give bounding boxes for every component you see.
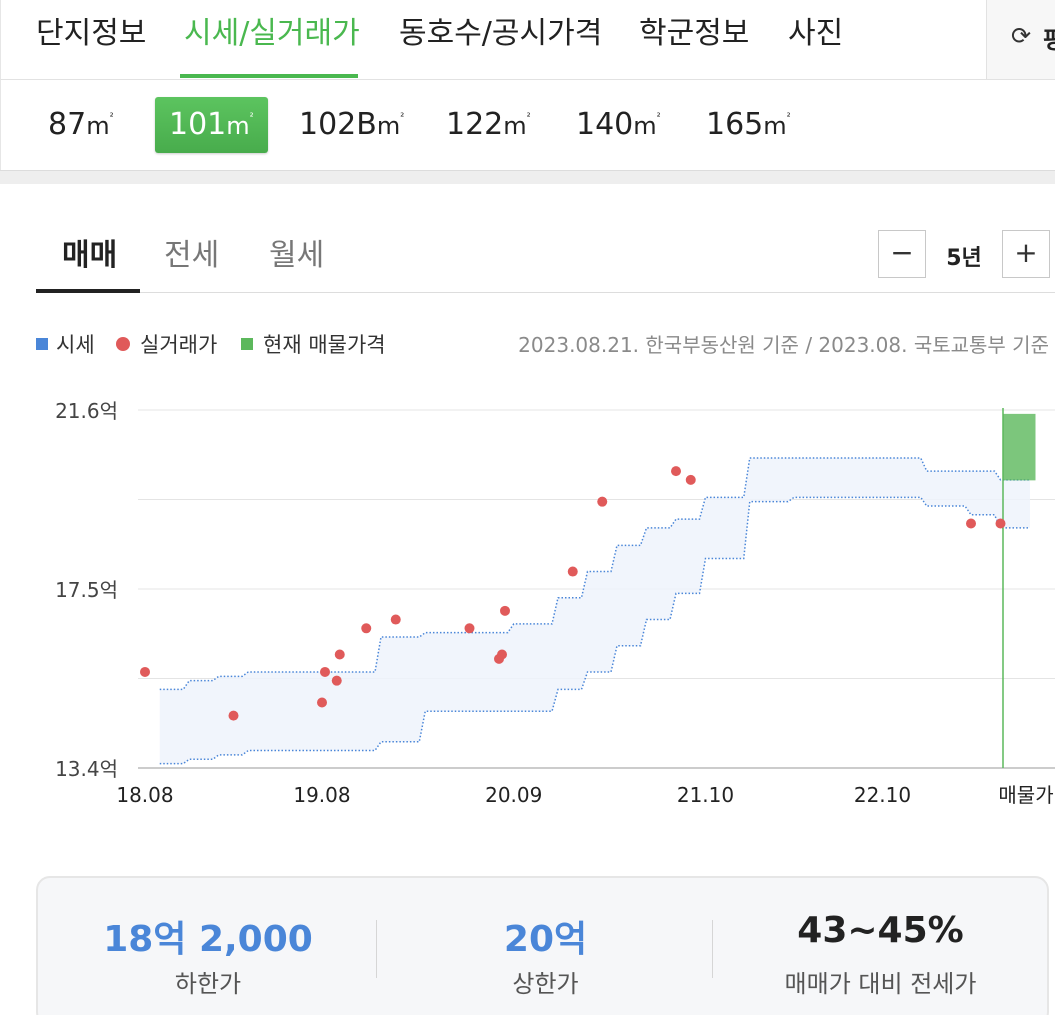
lower-price-value: 18억 2,000 (103, 919, 313, 960)
summary-lower: 18억 2,000 하한가 (38, 878, 378, 1015)
y-tick-label: 13.4억 (55, 757, 118, 781)
tab-price[interactable]: 시세/실거래가 (184, 16, 360, 51)
actual-trade-point (497, 649, 507, 660)
tab-school[interactable]: 학군정보 (639, 16, 750, 51)
area-value: 122 (446, 107, 504, 142)
upper-price-value: 20억 (503, 919, 588, 960)
area-unit: m (633, 112, 657, 140)
area-unit: m (376, 112, 401, 140)
summary-divider (712, 920, 713, 978)
actual-trade-point (140, 666, 150, 677)
area-value: 102B (299, 107, 377, 142)
actual-trade-point (317, 697, 327, 708)
section-divider (0, 170, 1055, 184)
trade-type-tabs: 매매 전세 월세 (36, 196, 1055, 293)
area-122[interactable]: 122m² (446, 107, 531, 142)
area-unit: m (86, 112, 110, 140)
top-tab-bar: 단지정보 시세/실거래가 동호수/공시가격 학군정보 사진 ⟳ 평 (0, 0, 1055, 80)
x-tick-label: 22.10 (854, 783, 911, 807)
jeonse-ratio-label: 매매가 대비 전세가 (784, 970, 977, 998)
listing-price-bar (1002, 413, 1036, 481)
summary-upper: 20억 상한가 (378, 878, 713, 1015)
refresh-icon: ⟳ (1011, 22, 1032, 50)
area-value: 140 (576, 107, 634, 142)
tab-complex-info[interactable]: 단지정보 (36, 16, 147, 51)
area-102b[interactable]: 102Bm² (299, 107, 405, 142)
upper-price-label: 상한가 (512, 970, 579, 998)
trade-tab-indicator (36, 289, 140, 293)
area-value: 87 (48, 107, 87, 142)
area-unit: m (503, 112, 527, 140)
y-tick-label: 21.6억 (55, 399, 118, 423)
unit-toggle-button[interactable]: ⟳ (986, 0, 1055, 79)
x-tick-label: 매물가 (998, 783, 1053, 807)
tab-monthly-rent[interactable]: 월세 (269, 238, 325, 273)
actual-trade-point (390, 614, 401, 625)
summary-ratio: 43~45% 매매가 대비 전세가 (713, 878, 1048, 1015)
legend-market-label: 시세 (56, 333, 95, 357)
legend-trade-label: 실거래가 (140, 333, 218, 357)
x-tick-label: 21.10 (677, 783, 734, 807)
x-tick-label: 20.09 (485, 783, 542, 807)
tab-photo[interactable]: 사진 (788, 16, 844, 51)
area-value: 165 (706, 107, 764, 142)
actual-trade-point (500, 605, 510, 616)
jeonse-ratio-value: 43~45% (797, 910, 964, 951)
actual-trade-point (320, 666, 330, 677)
actual-trade-point (228, 710, 239, 721)
listing-swatch (241, 338, 253, 350)
area-value: 101 (169, 107, 227, 142)
actual-trade-point (995, 518, 1006, 529)
lower-price-label: 하한가 (174, 970, 242, 998)
market-band-area (159, 458, 1030, 764)
tab-jeonse[interactable]: 전세 (164, 238, 220, 273)
legend-listing-label: 현재 매물가격 (263, 333, 386, 357)
tab-sale[interactable]: 매매 (62, 238, 118, 273)
active-tab-indicator (180, 74, 358, 78)
area-87[interactable]: 87m² (48, 107, 114, 142)
actual-trade-point (671, 466, 681, 477)
summary-divider (376, 920, 377, 978)
actual-trade-point (464, 623, 475, 634)
area-unit: m (226, 112, 250, 140)
trade-dot (116, 337, 130, 351)
actual-trade-point (361, 623, 372, 634)
market-swatch (36, 338, 48, 350)
actual-trade-point (966, 518, 976, 529)
tab-unit-price[interactable]: 동호수/공시가격 (399, 16, 603, 51)
period-value: 5년 (946, 246, 982, 271)
area-selector: 87m² 101m² 102Bm² 122m² 140m² 165m² (0, 80, 1055, 170)
actual-trade-point (334, 649, 345, 660)
period-increase-button[interactable]: + (1002, 230, 1050, 278)
period-decrease-button[interactable]: − (878, 230, 926, 278)
area-165[interactable]: 165m² (706, 107, 791, 142)
unit-toggle-label: 평 (1043, 26, 1055, 54)
data-source-note: 2023.08.21. 한국부동산원 기준 / 2023.08. 국토교통부 기… (518, 333, 1049, 357)
x-tick-label: 19.08 (293, 783, 350, 807)
market-upper-line (159, 457, 1030, 691)
x-tick-label: 18.08 (116, 783, 173, 807)
area-unit: m (763, 112, 787, 140)
y-tick-label: 17.5억 (55, 578, 118, 602)
price-summary: 18억 2,000 하한가 20억 상한가 43~45% 매매가 대비 전세가 (36, 876, 1049, 1015)
area-101[interactable]: 101m² (155, 97, 268, 153)
area-140[interactable]: 140m² (576, 107, 661, 142)
actual-trade-point (331, 675, 342, 686)
actual-trade-point (567, 566, 578, 577)
actual-trade-point (685, 474, 696, 485)
actual-trade-point (597, 496, 608, 507)
